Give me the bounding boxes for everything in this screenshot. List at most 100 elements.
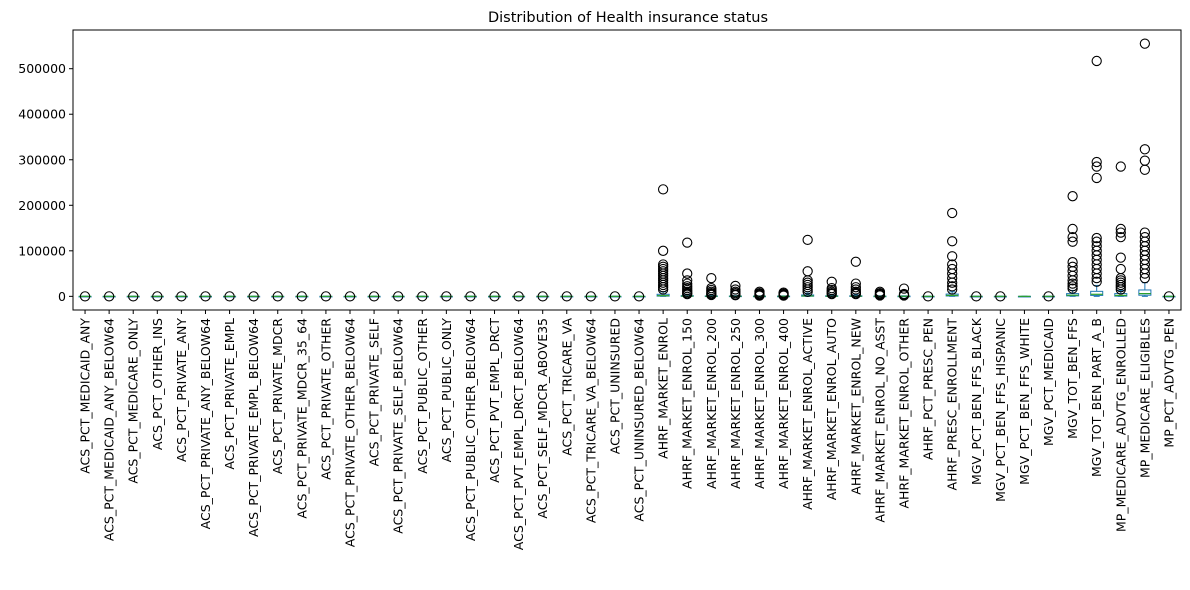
flier-point bbox=[176, 291, 187, 302]
flier-point bbox=[585, 291, 597, 302]
x-tick-label: AHRF_PCT_PRESC_PEN bbox=[921, 318, 936, 460]
box-group bbox=[223, 291, 237, 302]
x-tick-label: ACS_PCT_UNINSURED bbox=[607, 318, 622, 454]
box-group bbox=[126, 291, 140, 302]
flier-point bbox=[1115, 263, 1126, 275]
flier-point bbox=[441, 291, 452, 302]
flier-point bbox=[152, 291, 163, 302]
box-group bbox=[849, 256, 863, 300]
flier-point bbox=[971, 291, 982, 302]
box-group bbox=[439, 291, 453, 302]
flier-point bbox=[657, 245, 669, 256]
x-tick-label: ACS_PCT_PRIVATE_EMPL bbox=[222, 318, 237, 470]
flier-point bbox=[513, 291, 524, 302]
x-tick-label: AHRF_MARKET_ENROL_400 bbox=[776, 318, 791, 489]
x-tick-label: MP_MEDICARE_ADVTG_ENROLLED bbox=[1113, 318, 1128, 532]
x-tick-label: MGV_TOT_BEN_FFS bbox=[1065, 318, 1080, 439]
box-group bbox=[801, 234, 815, 297]
box-group bbox=[945, 207, 959, 297]
x-tick-label: ACS_PCT_PUBLIC_OTHER bbox=[415, 318, 430, 474]
box-group bbox=[608, 291, 622, 302]
flier-point bbox=[393, 291, 404, 302]
y-tick-label: 0 bbox=[58, 289, 66, 304]
x-tick-label: AHRF_MARKET_ENROL_150 bbox=[680, 318, 695, 489]
flier-point bbox=[947, 207, 958, 219]
x-tick-label: ACS_PCT_PRIVATE_SELF_BELOW64 bbox=[391, 318, 406, 534]
x-tick-label: ACS_PCT_PRIVATE_ANY_BELOW64 bbox=[198, 318, 213, 529]
box-group bbox=[319, 291, 333, 302]
flier-point bbox=[1067, 191, 1078, 202]
box-series bbox=[78, 38, 1176, 302]
box-group bbox=[1066, 191, 1080, 297]
flier-point bbox=[657, 284, 669, 295]
flier-point bbox=[1115, 223, 1126, 235]
box-group bbox=[584, 291, 598, 302]
x-tick-label: AHRF_MARKET_ENROL_AUTO bbox=[824, 318, 839, 500]
flier-point bbox=[417, 291, 428, 302]
box-group bbox=[825, 276, 839, 300]
x-tick-label: ACS_PCT_PRIVATE_MDCR bbox=[270, 318, 285, 475]
y-tick-label: 400000 bbox=[18, 107, 66, 122]
flier-point bbox=[1067, 283, 1078, 294]
box-group bbox=[391, 291, 405, 302]
x-tick-label: ACS_PCT_TRICARE_VA_BELOW64 bbox=[583, 318, 598, 523]
box-group bbox=[1138, 38, 1152, 297]
box-group bbox=[488, 291, 502, 302]
flier-point bbox=[79, 291, 91, 302]
flier-point bbox=[489, 291, 500, 302]
flier-point bbox=[537, 291, 548, 302]
x-tick-label: AHRF_MARKET_ENROL_NEW bbox=[848, 318, 863, 495]
box-group bbox=[463, 291, 477, 302]
flier-point bbox=[826, 276, 837, 287]
flier-point bbox=[874, 290, 886, 301]
flier-point bbox=[682, 268, 693, 279]
box-group bbox=[1017, 295, 1031, 298]
flier-point bbox=[1115, 284, 1126, 295]
flier-point bbox=[826, 288, 837, 300]
box-group bbox=[271, 291, 285, 302]
x-tick-label: MGV_PCT_MEDICAID bbox=[1041, 318, 1056, 446]
flier-point bbox=[1091, 156, 1102, 168]
plot-frame bbox=[72, 29, 1182, 311]
box-iqr bbox=[1138, 289, 1152, 296]
flier-point bbox=[947, 277, 958, 288]
flier-point bbox=[368, 291, 380, 302]
x-tick-label: MGV_PCT_BEN_FFS_WHITE bbox=[1017, 318, 1032, 485]
flier-point bbox=[1091, 161, 1102, 172]
flier-point bbox=[657, 184, 669, 195]
flier-point bbox=[922, 291, 934, 302]
y-axis: 0 100000 200000 300000 400000 500000 bbox=[18, 61, 73, 304]
flier-point bbox=[778, 290, 789, 301]
box-group bbox=[969, 291, 983, 302]
flier-point bbox=[1139, 155, 1151, 166]
x-tick-label: ACS_PCT_PVT_EMPL_DRCT_BELOW64 bbox=[511, 318, 526, 550]
box-group bbox=[174, 291, 188, 302]
x-tick-label: ACS_PCT_PRIVATE_ANY bbox=[174, 318, 189, 462]
flier-point bbox=[1091, 272, 1102, 284]
box-group bbox=[367, 291, 381, 302]
box-group bbox=[728, 280, 742, 301]
flier-point bbox=[609, 291, 621, 302]
x-tick-label: ACS_PCT_PUBLIC_ONLY bbox=[439, 318, 454, 463]
box-iqr bbox=[1090, 290, 1104, 296]
box-group bbox=[512, 291, 526, 302]
x-tick-label: ACS_PCT_PRIVATE_OTHER bbox=[318, 318, 333, 480]
x-tick-label: MGV_PCT_BEN_FFS_BLACK bbox=[969, 317, 984, 485]
x-tick-label: AHRF_MARKET_ENROL_250 bbox=[728, 318, 743, 489]
flier-point bbox=[1139, 144, 1151, 155]
x-tick-label: ACS_PCT_PUBLIC_OTHER_BELOW64 bbox=[463, 318, 478, 541]
flier-point bbox=[1115, 252, 1126, 263]
box-group bbox=[295, 291, 309, 302]
flier-point bbox=[1139, 272, 1151, 284]
x-tick-label: ACS_PCT_MEDICAID_ANY_BELOW64 bbox=[102, 318, 117, 541]
flier-point bbox=[1091, 172, 1102, 184]
flier-point bbox=[103, 291, 115, 302]
flier-point bbox=[947, 251, 958, 262]
box-group bbox=[415, 291, 429, 302]
flier-point bbox=[754, 290, 765, 301]
flier-point bbox=[730, 290, 741, 301]
flier-point bbox=[850, 288, 861, 300]
flier-point bbox=[1115, 232, 1126, 243]
x-tick-label: AHRF_MARKET_ENROL_200 bbox=[704, 318, 719, 489]
